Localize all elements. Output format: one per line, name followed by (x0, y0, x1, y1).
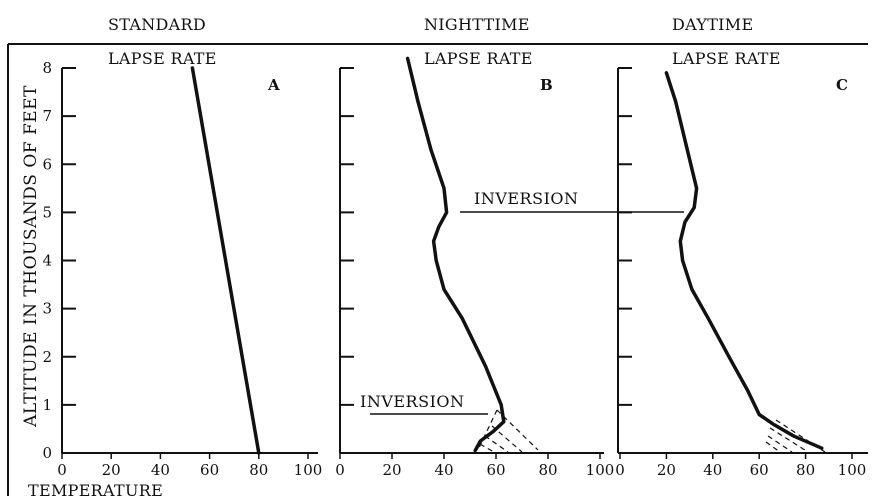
panel-c-hatch-line (769, 427, 809, 453)
x-tick-label: 100 (586, 461, 615, 479)
panel-c-heading: DAYTIME (672, 15, 753, 34)
panel-b-hatch-line (484, 435, 509, 453)
panel-c-hatch-line (767, 435, 793, 453)
x-tick-label: 0 (615, 461, 625, 479)
panel-b-subheading: LAPSE RATE (424, 49, 533, 68)
x-tick-label: 100 (294, 461, 323, 479)
y-tick-label: 6 (42, 155, 52, 173)
hatched-regions (477, 409, 826, 453)
y-tick-label: 8 (42, 59, 52, 77)
series-lines (190, 56, 824, 455)
y-tick-label: 7 (42, 107, 52, 125)
x-tick-label: 100 (838, 461, 867, 479)
panel-b-hatch-line (477, 409, 498, 451)
panel-b-heading: NIGHTTIME (424, 15, 530, 34)
panel-b-temperature-line (405, 56, 506, 453)
panel-c-hatch-line (765, 441, 781, 453)
panel-b-inversion-label: INVERSION (360, 392, 465, 411)
axes (61, 67, 868, 459)
x-tick-label: 80 (538, 461, 557, 479)
y-tick-label: 2 (42, 348, 52, 366)
panel-b-letter: B (540, 76, 553, 94)
inversion-annotations: INVERSION INVERSION (360, 189, 684, 415)
panel-a-letter: A (267, 76, 280, 94)
x-tick-label: 0 (335, 461, 345, 479)
panel-c-subheading: LAPSE RATE (672, 49, 781, 68)
y-tick-label: 5 (42, 203, 52, 221)
panel-a-temperature-line (190, 66, 261, 455)
x-tick-label: 20 (382, 461, 401, 479)
panel-a-heading: STANDARD (108, 15, 206, 34)
x-tick-label: 60 (750, 461, 769, 479)
y-tick-label: 4 (42, 252, 52, 270)
y-tick-label: 3 (42, 300, 52, 318)
panel-c-temperature-line (664, 71, 824, 450)
panel-a-subheading: LAPSE RATE (108, 49, 217, 68)
x-tick-label: 0 (57, 461, 67, 479)
x-tick-label: 20 (102, 461, 121, 479)
x-tick-label: 80 (796, 461, 815, 479)
panel-c-inversion-label: INVERSION (474, 189, 579, 208)
x-tick-label: 60 (200, 461, 219, 479)
panel-frames (7, 43, 868, 496)
panel-c-letter: C (836, 76, 848, 94)
x-tick-label: 40 (151, 461, 170, 479)
x-tick-label: 60 (486, 461, 505, 479)
x-tick-label: 40 (703, 461, 722, 479)
panel-b-hatch-line (491, 425, 523, 453)
x-tick-label: 80 (249, 461, 268, 479)
x-axis-label: TEMPERATURE (28, 481, 163, 500)
y-tick-label: 1 (42, 396, 52, 414)
x-tick-label: 40 (434, 461, 453, 479)
y-tick-label: 0 (42, 444, 52, 462)
panel-b-hatch-line (479, 443, 495, 453)
x-tick-label: 20 (657, 461, 676, 479)
y-axis-label: ALTITUDE IN THOUSANDS OF FEET (21, 85, 41, 428)
chart-text: ALTITUDE IN THOUSANDS OF FEET TEMPERATURE… (21, 15, 866, 500)
